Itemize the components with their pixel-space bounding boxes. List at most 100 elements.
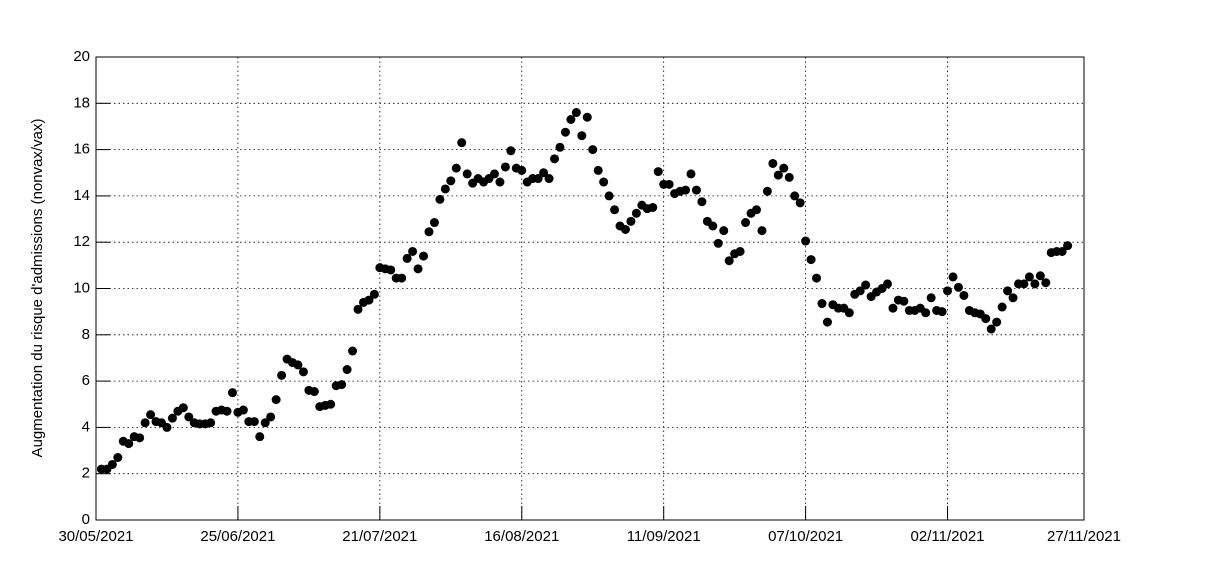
data-point: [337, 380, 347, 390]
data-point: [588, 145, 598, 155]
data-point: [899, 296, 909, 306]
data-point: [539, 168, 549, 178]
x-tick-label: 07/10/2021: [768, 528, 843, 545]
data-point: [708, 221, 718, 231]
data-point: [653, 167, 663, 177]
y-axis-label: Augmentation du risque d'admissions (non…: [29, 119, 46, 458]
x-tick-label: 21/07/2021: [342, 528, 417, 545]
y-tick-label: 10: [73, 279, 90, 296]
data-point: [1030, 279, 1040, 289]
data-point: [981, 314, 991, 324]
y-tick-label: 18: [73, 94, 90, 111]
x-tick-label: 30/05/2021: [58, 528, 133, 545]
data-point: [277, 370, 287, 380]
data-point: [686, 169, 696, 179]
data-point: [784, 172, 794, 182]
data-point: [107, 459, 117, 469]
data-point: [762, 186, 772, 196]
data-point: [719, 226, 729, 236]
data-point: [457, 138, 467, 148]
data-point: [555, 142, 565, 152]
data-point: [604, 191, 614, 201]
data-point: [1008, 293, 1018, 303]
data-point: [255, 432, 265, 442]
data-point: [855, 286, 865, 296]
data-point: [626, 216, 636, 226]
data-point: [178, 403, 188, 413]
data-point: [222, 406, 232, 416]
data-point: [1019, 279, 1029, 289]
y-tick-label: 6: [82, 372, 90, 389]
data-point: [801, 236, 811, 246]
data-point: [697, 197, 707, 207]
data-point: [943, 286, 953, 296]
data-point: [577, 131, 587, 141]
data-point: [419, 251, 429, 261]
data-point: [648, 202, 658, 212]
data-point: [249, 417, 259, 427]
data-point: [779, 163, 789, 173]
data-point: [1041, 278, 1051, 288]
data-point: [298, 367, 308, 377]
data-point: [353, 304, 363, 314]
data-point: [140, 418, 150, 428]
data-point: [495, 177, 505, 187]
data-point: [413, 264, 423, 274]
data-point: [959, 290, 969, 300]
data-point: [751, 205, 761, 215]
data-point: [795, 198, 805, 208]
data-point: [724, 256, 734, 266]
data-point: [812, 273, 822, 283]
data-point: [184, 412, 194, 422]
data-point: [713, 238, 723, 248]
data-point: [768, 158, 778, 168]
data-point: [582, 112, 592, 122]
x-tick-label: 11/09/2021: [627, 528, 701, 545]
data-point: [266, 412, 276, 422]
data-point: [1003, 286, 1013, 296]
data-point: [260, 418, 270, 428]
data-point: [408, 246, 418, 256]
data-point: [348, 346, 358, 356]
data-point: [620, 224, 630, 234]
y-tick-label: 20: [73, 48, 90, 65]
x-tick-label: 25/06/2021: [200, 528, 275, 545]
data-point: [429, 218, 439, 228]
data-point: [681, 185, 691, 195]
data-point: [462, 169, 472, 179]
data-point: [691, 185, 701, 195]
data-point: [1035, 271, 1045, 281]
data-point: [1057, 246, 1067, 256]
data-point: [888, 303, 898, 313]
data-point: [757, 226, 767, 236]
data-point: [309, 387, 319, 397]
data-point: [997, 302, 1007, 312]
data-point: [571, 108, 581, 118]
data-point: [544, 174, 554, 184]
data-point: [1063, 241, 1073, 251]
data-point: [937, 307, 947, 317]
data-point: [953, 282, 963, 292]
data-point: [926, 293, 936, 303]
data-point: [533, 174, 543, 184]
data-point: [206, 418, 216, 428]
data-point: [326, 399, 336, 409]
data-point: [397, 273, 407, 283]
plot-frame: [95, 56, 1085, 521]
x-tick-label: 27/11/2021: [1047, 528, 1121, 545]
y-tick-label: 16: [73, 141, 90, 158]
data-point: [238, 405, 248, 415]
x-tick-label: 02/11/2021: [911, 528, 985, 545]
data-point: [517, 165, 527, 175]
data-point: [986, 324, 996, 334]
data-point: [446, 176, 456, 186]
data-point: [135, 433, 145, 443]
data-point: [992, 317, 1002, 327]
y-tick-label: 8: [82, 326, 90, 343]
data-point: [599, 177, 609, 187]
data-point: [560, 127, 570, 137]
data-point: [882, 279, 892, 289]
data-point: [369, 289, 379, 299]
data-point: [500, 162, 510, 172]
